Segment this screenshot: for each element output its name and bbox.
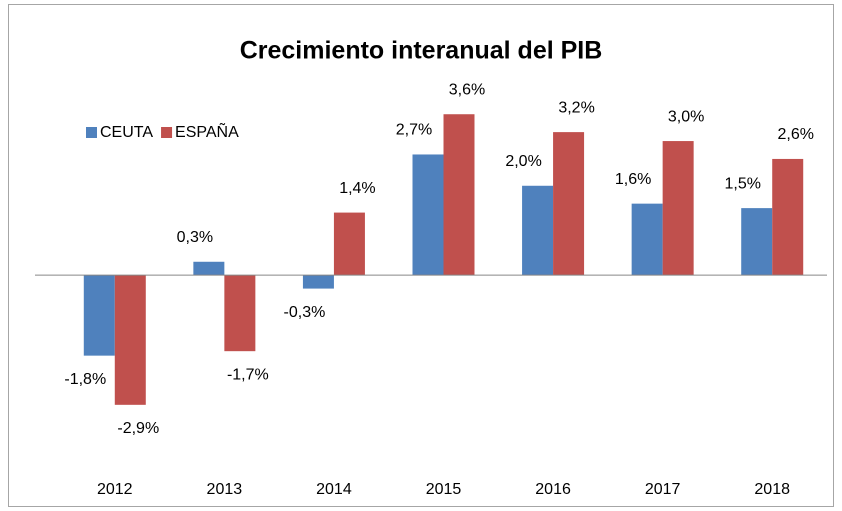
bar: [224, 275, 256, 352]
data-label: 2,6%: [777, 126, 813, 143]
data-label: 0,3%: [177, 229, 213, 246]
data-label: 1,6%: [615, 171, 651, 188]
bar: [193, 261, 225, 276]
x-tick-label: 2012: [97, 481, 133, 498]
bar: [443, 114, 475, 276]
data-label: -1,7%: [227, 366, 269, 383]
x-tick-label: 2013: [207, 481, 243, 498]
legend-swatch: [161, 127, 173, 138]
data-label: -0,3%: [284, 304, 326, 321]
x-tick-label: 2014: [316, 481, 352, 498]
x-tick-label: 2016: [535, 481, 571, 498]
legend-label: ESPAÑA: [175, 121, 239, 141]
bar: [662, 141, 694, 276]
x-tick-label: 2015: [426, 481, 462, 498]
bar: [772, 158, 804, 276]
legend-label: CEUTA: [100, 124, 153, 141]
data-label: 2,7%: [396, 122, 432, 139]
data-label: 3,6%: [449, 81, 485, 98]
bar: [333, 212, 365, 276]
bar: [553, 132, 585, 276]
bar: [114, 275, 146, 405]
data-label: -2,9%: [117, 420, 159, 437]
bar: [631, 203, 663, 276]
legend-swatch: [86, 127, 97, 138]
x-tick-label: 2017: [645, 481, 681, 498]
data-label: 3,2%: [558, 99, 594, 116]
chart-title: Crecimiento interanual del PIB: [240, 37, 603, 65]
bar: [741, 208, 773, 276]
data-label: 1,4%: [339, 180, 375, 197]
bar: [83, 275, 115, 356]
bar: [412, 154, 444, 276]
bar: [522, 185, 554, 276]
bar: [302, 275, 334, 289]
data-label: -1,8%: [64, 371, 106, 388]
x-tick-label: 2018: [754, 481, 790, 498]
data-label: 2,0%: [505, 153, 541, 170]
data-label: 3,0%: [668, 108, 704, 125]
data-label: 1,5%: [724, 175, 760, 192]
